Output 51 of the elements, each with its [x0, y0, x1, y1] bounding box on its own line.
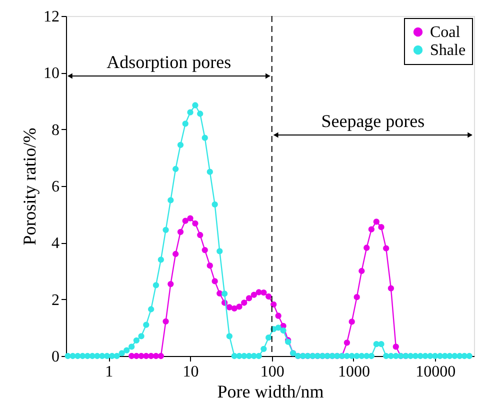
- y-tick-label: 4: [52, 235, 60, 252]
- point: [152, 352, 160, 360]
- x-tick-label: 10000: [416, 364, 456, 380]
- y-tick-label: 6: [52, 178, 60, 196]
- point: [246, 295, 252, 302]
- legend-label: Shale: [430, 42, 466, 59]
- point: [364, 244, 370, 251]
- legend-label: Coal: [430, 24, 461, 41]
- point: [168, 280, 174, 288]
- y-tick-label: 8: [52, 122, 60, 139]
- point: [206, 262, 213, 269]
- y-tick-label: 10: [44, 65, 60, 82]
- point: [250, 292, 258, 298]
- point: [373, 218, 380, 225]
- point: [177, 228, 184, 235]
- point: [368, 226, 375, 232]
- y-tick-label: 0: [52, 348, 60, 366]
- point: [260, 289, 267, 296]
- point: [344, 340, 350, 346]
- point: [212, 278, 218, 284]
- point: [270, 301, 277, 308]
- annotation: Seepage pores: [321, 111, 425, 131]
- point: [162, 318, 169, 325]
- x-tick-label: 1: [105, 364, 114, 380]
- point: [231, 305, 238, 312]
- point: [354, 294, 360, 300]
- point: [358, 268, 365, 274]
- point: [192, 220, 198, 226]
- y-tick-label: 2: [52, 292, 60, 309]
- point: [266, 293, 272, 300]
- point: [202, 246, 208, 254]
- point: [388, 285, 394, 292]
- y-axis-title: Porosity ratio/%: [20, 128, 40, 246]
- point: [378, 224, 384, 230]
- point: [383, 245, 390, 252]
- x-axis-title: Pore width/nm: [217, 382, 324, 402]
- x-tick-label: 1000: [338, 364, 370, 380]
- x-tick-label: 10: [182, 364, 199, 380]
- y-tick-label: 12: [44, 8, 60, 26]
- point: [348, 318, 355, 325]
- point: [158, 352, 164, 360]
- point: [187, 215, 194, 222]
- point: [236, 304, 242, 310]
- point: [275, 312, 282, 319]
- point: [241, 300, 248, 306]
- point: [172, 250, 179, 258]
- point: [182, 218, 188, 224]
- x-tick-label: 100: [260, 364, 284, 380]
- point: [392, 344, 399, 350]
- point: [197, 232, 204, 238]
- annotation: Adsorption pores: [106, 52, 232, 72]
